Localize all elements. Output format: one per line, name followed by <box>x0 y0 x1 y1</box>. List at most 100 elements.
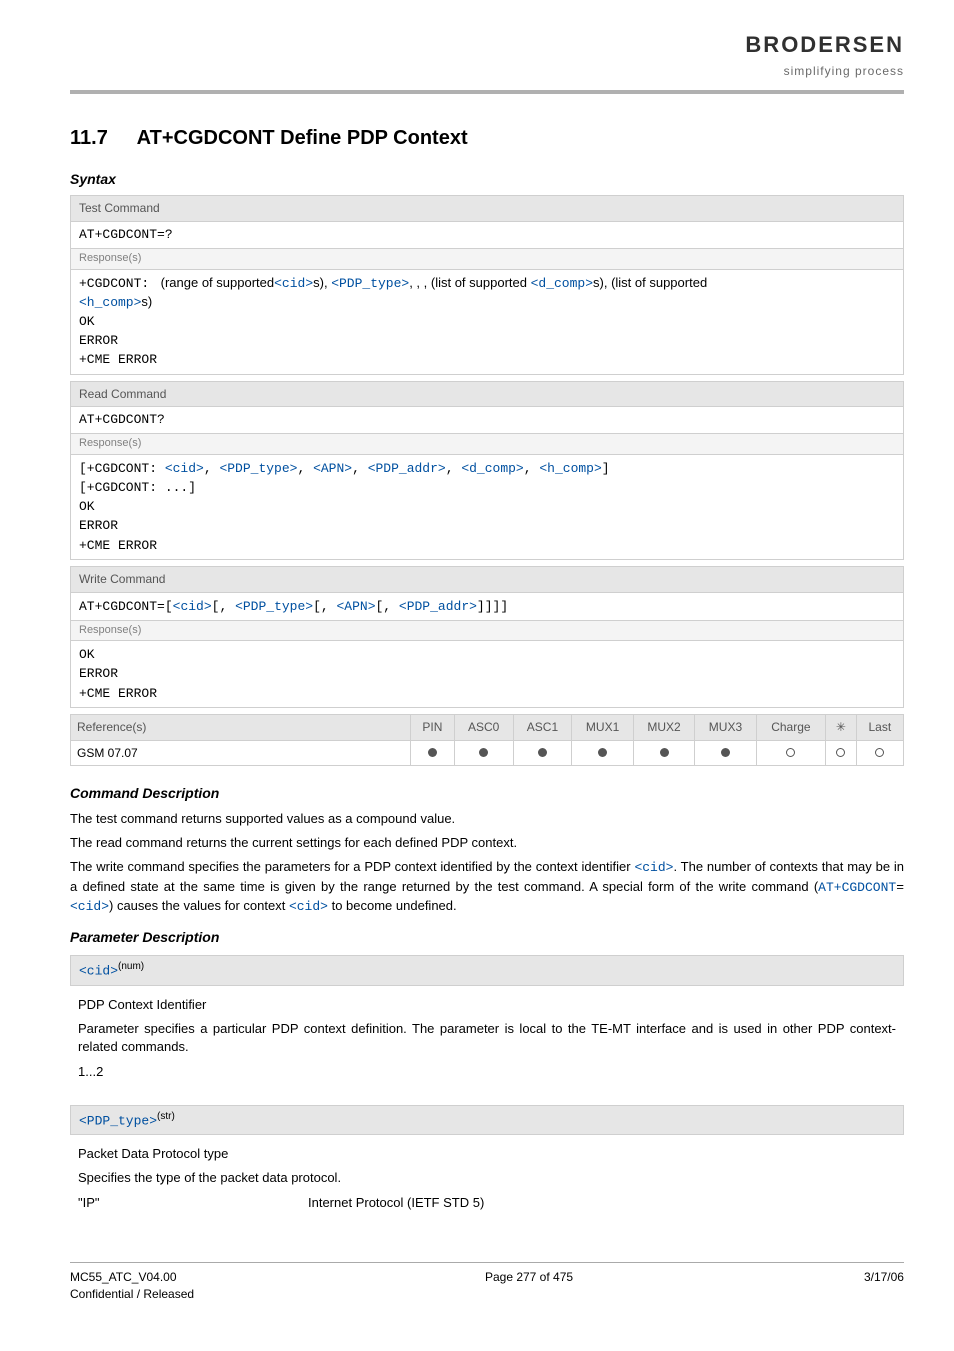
param-cid: <cid> <box>70 899 109 914</box>
pdptype-key: "IP" <box>78 1194 308 1212</box>
dot-cell <box>826 740 857 766</box>
test-command-label: Test Command <box>71 196 903 222</box>
resp-err: ERROR <box>79 333 118 348</box>
col-mux2: MUX2 <box>633 714 694 740</box>
page-footer: MC55_ATC_V04.00 Confidential / Released … <box>70 1262 904 1303</box>
empty-dot-icon <box>836 748 845 757</box>
pdptype-desc: Packet Data Protocol type Specifies the … <box>70 1135 904 1222</box>
dot-cell <box>454 740 513 766</box>
param-hcomp: <h_comp> <box>539 461 601 476</box>
cmd-prefix: AT+CGDCONT= <box>79 599 165 614</box>
dot-cell <box>633 740 694 766</box>
write-response-label: Response(s) <box>71 620 903 641</box>
filled-dot-icon <box>479 748 488 757</box>
resp-err: ERROR <box>79 518 118 533</box>
test-command-command: AT+CGDCONT=? <box>71 222 903 248</box>
param-pdptype: <PDP_type> <box>219 461 297 476</box>
br: [, <box>313 599 336 614</box>
cid-title: PDP Context Identifier <box>78 996 896 1014</box>
filled-dot-icon <box>598 748 607 757</box>
p3c: ) causes the values for context <box>109 898 289 913</box>
br: ]]]] <box>477 599 508 614</box>
section-title: 11.7 AT+CGDCONT Define PDP Context <box>70 124 904 152</box>
read-response-label: Response(s) <box>71 433 903 454</box>
pdptype-name: <PDP_type> <box>79 1113 157 1128</box>
cid-text: Parameter specifies a particular PDP con… <box>78 1020 896 1056</box>
dot-cell <box>756 740 825 766</box>
cmd-desc-p2: The read command returns the current set… <box>70 834 904 852</box>
cid-sup: (num) <box>118 961 144 972</box>
br: [, <box>212 599 235 614</box>
p3a: The write command specifies the paramete… <box>70 859 634 874</box>
col-mux1: MUX1 <box>572 714 633 740</box>
logo-block: BRODERSEN simplifying process <box>745 30 904 80</box>
col-star: ✳ <box>826 714 857 740</box>
dot-cell <box>695 740 756 766</box>
cid-desc: PDP Context Identifier Parameter specifi… <box>70 986 904 1097</box>
param-pdptype: <PDP_type> <box>331 276 409 291</box>
command-description-heading: Command Description <box>70 784 904 804</box>
read-command-label: Read Command <box>71 382 903 408</box>
empty-dot-icon <box>875 748 884 757</box>
br: [, <box>376 599 399 614</box>
resp-text: , , , (list of supported <box>409 275 530 290</box>
ref-head: Reference(s) <box>71 714 411 740</box>
pdptype-kv: "IP" Internet Protocol (IETF STD 5) <box>78 1194 896 1212</box>
write-command-label: Write Command <box>71 567 903 593</box>
filled-dot-icon <box>721 748 730 757</box>
comma: , <box>297 461 313 476</box>
resp-cme: +CME ERROR <box>79 352 157 367</box>
param-pdpaddr: <PDP_addr> <box>399 599 477 614</box>
col-asc0: ASC0 <box>454 714 513 740</box>
comma: , <box>204 461 220 476</box>
line1-open: [+CGDCONT: <box>79 461 165 476</box>
logo-tagline: simplifying process <box>745 63 904 80</box>
col-charge: Charge <box>756 714 825 740</box>
resp-ok: OK <box>79 314 95 329</box>
col-asc1: ASC1 <box>513 714 572 740</box>
footer-left1: MC55_ATC_V04.00 <box>70 1269 194 1286</box>
ref-value: GSM 07.07 <box>71 740 411 766</box>
pdptype-val: Internet Protocol (IETF STD 5) <box>308 1194 484 1212</box>
resp-text: s), <box>313 275 331 290</box>
filled-dot-icon <box>538 748 547 757</box>
param-cid: <cid> <box>274 276 313 291</box>
pdptype-sup: (str) <box>157 1111 175 1122</box>
comma: , <box>524 461 540 476</box>
param-pdptype: <PDP_type> <box>235 599 313 614</box>
test-response-label: Response(s) <box>71 248 903 269</box>
inline-cmd: AT+CGDCONT <box>818 880 896 895</box>
read-command-box: Read Command AT+CGDCONT? Response(s) [+C… <box>70 381 904 560</box>
resp-cme: +CME ERROR <box>79 686 157 701</box>
col-mux3: MUX3 <box>695 714 756 740</box>
parameter-description-heading: Parameter Description <box>70 928 904 948</box>
resp-cme: +CME ERROR <box>79 538 157 553</box>
param-cid: <cid> <box>173 599 212 614</box>
param-apn: <APN> <box>313 461 352 476</box>
filled-dot-icon <box>428 748 437 757</box>
read-response-body: [+CGDCONT: <cid>, <PDP_type>, <APN>, <PD… <box>71 455 903 559</box>
param-cid: <cid> <box>165 461 204 476</box>
cmd-desc-p3: The write command specifies the paramete… <box>70 858 904 916</box>
footer-right: 3/17/06 <box>864 1269 904 1303</box>
write-response-body: OK ERROR +CME ERROR <box>71 641 903 707</box>
section-number: 11.7 <box>70 127 108 149</box>
filled-dot-icon <box>660 748 669 757</box>
pdptype-title: Packet Data Protocol type <box>78 1145 896 1163</box>
section-heading-text: AT+CGDCONT Define PDP Context <box>137 127 468 149</box>
col-pin: PIN <box>411 714 455 740</box>
test-command-box: Test Command AT+CGDCONT=? Response(s) +C… <box>70 195 904 374</box>
comma: , <box>446 461 462 476</box>
page-header: BRODERSEN simplifying process <box>70 30 904 94</box>
eq: = <box>896 880 904 895</box>
reference-table: Reference(s) PIN ASC0 ASC1 MUX1 MUX2 MUX… <box>70 714 904 767</box>
param-hcomp: <h_comp> <box>79 295 141 310</box>
cmd-desc-p1: The test command returns supported value… <box>70 810 904 828</box>
line1-close: ] <box>602 461 610 476</box>
resp-ok: OK <box>79 499 95 514</box>
cid-name: <cid> <box>79 964 118 979</box>
resp-err: ERROR <box>79 666 118 681</box>
resp-text: (range of supported <box>161 275 274 290</box>
param-cid: <cid> <box>289 899 328 914</box>
p3d: to become undefined. <box>328 898 457 913</box>
